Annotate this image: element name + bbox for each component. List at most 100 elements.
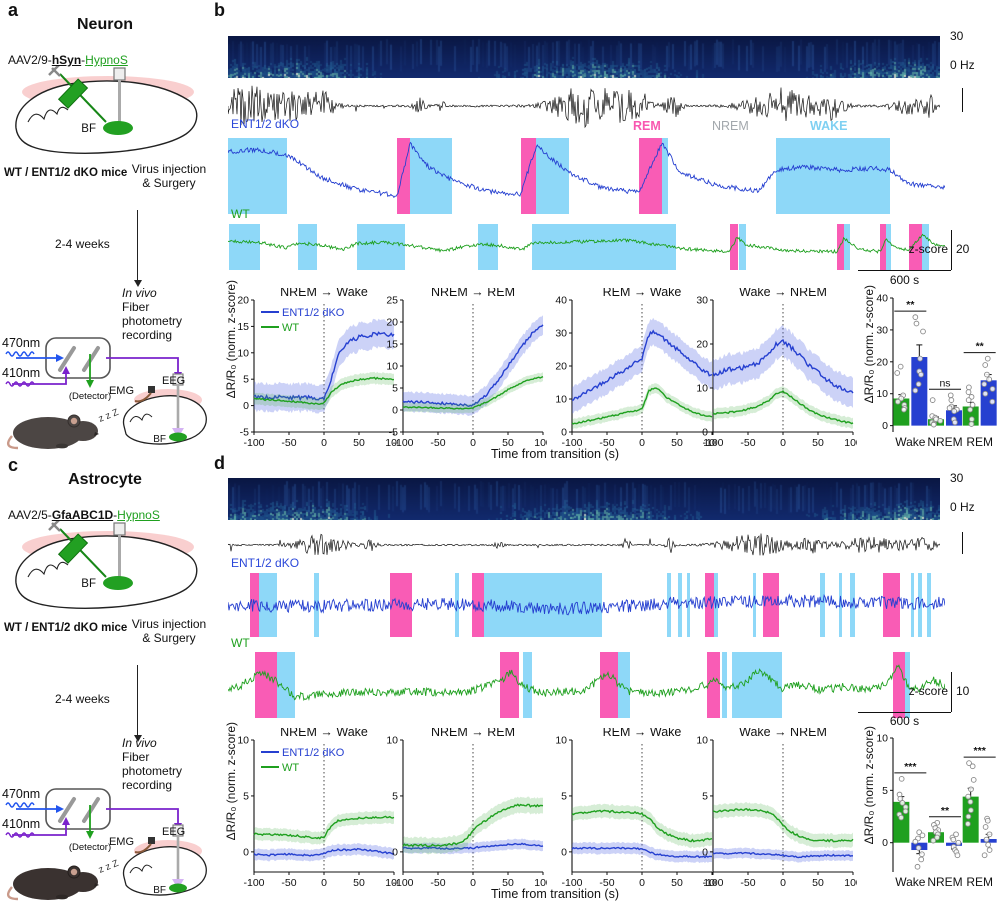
surgery-line2: & Surgery: [142, 631, 196, 645]
construct-prefix: AAV2/5-: [8, 508, 52, 522]
legend-label: ENT1/2 dKO: [282, 747, 345, 759]
data-point: [898, 775, 905, 782]
invivo-line1: In vivo: [122, 286, 157, 300]
dko-mean-line: [402, 324, 544, 408]
dichroic-mirror-1: [58, 346, 76, 372]
transition-title: NREM → REM: [431, 288, 515, 299]
svg-text:10: 10: [386, 361, 398, 373]
spectro-top-tick: 30: [950, 471, 964, 485]
wake-epoch: [927, 573, 931, 637]
svg-text:0: 0: [561, 846, 567, 858]
svg-text:20: 20: [876, 356, 888, 368]
xaxis-label: Time from transition (s): [490, 887, 620, 901]
wake-epoch: [410, 138, 452, 214]
eeg-label: EEG: [162, 375, 185, 387]
syringe-needle: [59, 73, 107, 123]
svg-text:0: 0: [321, 437, 327, 449]
svg-text:40: 40: [876, 293, 888, 305]
svg-text:0: 0: [639, 437, 645, 449]
data-point: [917, 355, 923, 362]
dichroic-mirror-2: [82, 797, 100, 823]
cerebellum-folds-small: [129, 864, 153, 874]
panel-a-construct: AAV2/9-hSyn-HypnoS: [8, 53, 128, 67]
svg-text:-100: -100: [243, 877, 264, 889]
wake-epoch: [298, 224, 317, 270]
svg-text:0: 0: [702, 846, 708, 858]
data-point: [970, 777, 977, 783]
data-point: [954, 852, 961, 859]
eeg-spectrogram: [228, 478, 940, 520]
data-point: [912, 314, 919, 320]
wake-epoch: [775, 138, 890, 214]
dko-mean-line: [253, 847, 395, 857]
svg-text:50: 50: [502, 437, 514, 449]
data-point: [965, 813, 972, 820]
svg-text:100: 100: [844, 437, 857, 449]
wake-epoch: [732, 652, 783, 718]
wake-epoch: [618, 652, 631, 718]
mouse-body: [13, 868, 83, 900]
wt-trace-label: WT: [231, 207, 250, 221]
detector-label: (Detector): [69, 842, 111, 853]
cerebellum-folds: [27, 106, 69, 123]
data-point: [895, 398, 901, 405]
wake-epoch: [661, 138, 669, 214]
svg-text:-50: -50: [281, 877, 296, 889]
transition-plot-nrem-wake: NREM → Wake20151050-5-100-50050100ENT1/2…: [226, 285, 403, 463]
wt-band: [254, 810, 394, 845]
construct-sep: -: [81, 53, 86, 67]
svg-text:0: 0: [702, 427, 708, 439]
photometry-waveform: [228, 141, 945, 199]
rem-epoch: [836, 224, 844, 270]
laser-470-label: 470nm: [2, 787, 40, 801]
data-point: [915, 381, 922, 387]
sleep-zzz: z z Z: [97, 407, 120, 425]
svg-text:50: 50: [671, 877, 683, 889]
brain-outline-small: [123, 395, 207, 445]
wt-mean-line: [712, 808, 854, 843]
data-point: [984, 817, 991, 824]
wake-epoch: [532, 224, 677, 270]
panel-a-label: a: [8, 0, 19, 20]
fiber-ferrule: [113, 522, 126, 536]
rem-epoch: [499, 652, 520, 718]
svg-text:-100: -100: [392, 437, 413, 449]
svg-text:-100: -100: [561, 877, 582, 889]
rem-epoch: [880, 224, 887, 270]
data-point: [968, 416, 975, 423]
beam-410: [12, 372, 67, 385]
legend-label: ENT1/2 dKO: [282, 307, 345, 319]
svg-text:-100: -100: [243, 437, 264, 449]
wt-photometry-trace: [228, 652, 945, 718]
data-point: [897, 363, 904, 370]
mouse-ear: [70, 417, 78, 425]
svg-text:20: 20: [555, 361, 567, 373]
wt-mean-line: [712, 390, 854, 425]
bf-label-small: BF: [153, 434, 166, 445]
svg-text:0: 0: [470, 877, 476, 889]
emg-trace: [228, 533, 940, 556]
mice-label: WT / ENT1/2 dKO mice: [4, 167, 128, 179]
svg-text:-50: -50: [430, 877, 445, 889]
rem-epoch: [909, 224, 923, 270]
data-point: [989, 386, 996, 392]
bf-target: [103, 576, 133, 590]
transition-title: Wake → NREM: [739, 288, 827, 299]
surgery-label: Virus injection & Surgery: [128, 162, 210, 190]
data-point: [913, 320, 920, 327]
svg-text:-100: -100: [392, 877, 413, 889]
wake-epoch: [686, 573, 691, 637]
data-point: [965, 397, 972, 403]
eeg-connector: [148, 386, 155, 393]
svg-text:10: 10: [555, 735, 567, 747]
legend-label: WT: [282, 762, 299, 774]
sig-label: ***: [904, 761, 917, 773]
bf-target: [103, 121, 133, 135]
brain-surgery-diagram: BF: [15, 521, 198, 609]
wake-epoch: [843, 224, 850, 270]
photometry-waveform: [228, 664, 945, 701]
svg-text:20: 20: [237, 295, 249, 307]
data-point: [899, 800, 906, 806]
photometry-waveform: [228, 593, 945, 616]
